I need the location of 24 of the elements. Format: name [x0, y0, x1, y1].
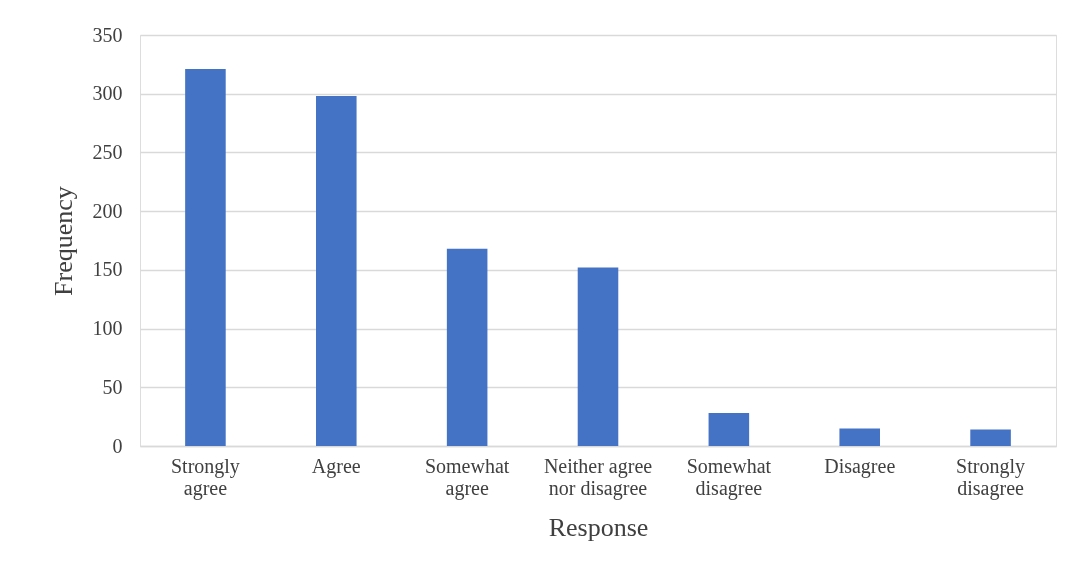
y-tick-label: 150: [92, 258, 123, 281]
x-axis-title: Response: [548, 512, 649, 542]
bar: [446, 248, 488, 446]
x-tick-label: Neither agree nor disagree: [543, 454, 653, 500]
x-tick-label: Somewhat disagree: [686, 454, 772, 500]
x-tick-label: Agree: [311, 454, 361, 478]
y-axis-title: Frequency: [48, 186, 78, 296]
bar: [577, 267, 619, 446]
bar: [316, 96, 357, 446]
y-tick-label: 200: [92, 199, 123, 222]
x-tick-label: Somewhat agree: [424, 454, 510, 500]
x-tick-label: Disagree: [824, 454, 896, 478]
x-tick-label: Strongly agree: [170, 454, 240, 500]
y-tick-label: 350: [92, 23, 123, 46]
bar: [708, 413, 750, 446]
y-tick-label: 50: [102, 375, 123, 398]
y-tick-label: 100: [92, 317, 123, 340]
bar: [839, 428, 880, 446]
bar: [970, 429, 1011, 446]
y-tick-label: 300: [92, 82, 123, 105]
y-tick-label: 0: [112, 434, 123, 457]
bar: [185, 69, 226, 446]
x-tick-label: Strongly disagree: [956, 454, 1026, 500]
y-tick-label: 250: [92, 140, 123, 163]
